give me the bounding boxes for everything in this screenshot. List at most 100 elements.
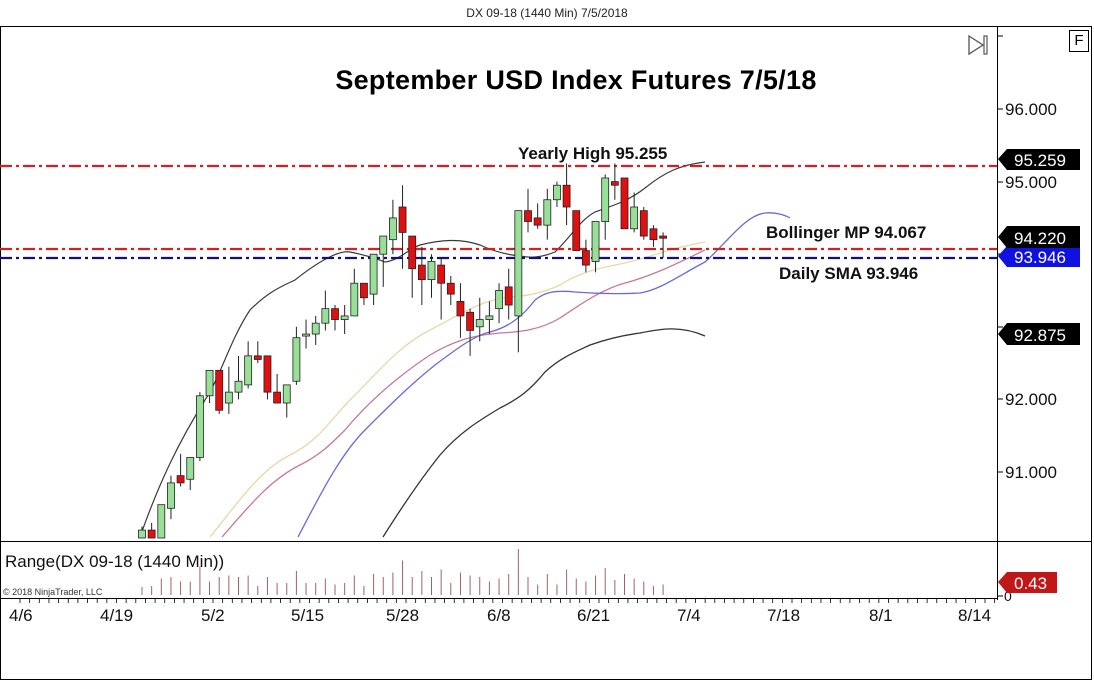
x-axis-minor-ticks [19, 599, 996, 603]
candle [398, 206, 407, 233]
x-tick-label: 5/2 [201, 606, 225, 625]
price-tag-range: 0.43 [998, 572, 1057, 593]
candle [253, 355, 262, 360]
ma-yellow-line [209, 241, 706, 538]
candle [244, 355, 253, 386]
candle [292, 337, 301, 382]
candle [321, 308, 330, 324]
chart-title: September USD Index Futures 7/5/18 [335, 65, 816, 95]
x-tick-label: 8/1 [869, 606, 893, 625]
indicator-label: Range(DX 09-18 (1440 Min)) [5, 552, 224, 571]
bollinger-upper-line [139, 161, 706, 538]
candle [582, 250, 590, 266]
candle [514, 210, 523, 317]
candle [157, 504, 166, 539]
candlesticks [138, 163, 667, 539]
candle [456, 300, 465, 317]
candle [562, 184, 571, 208]
x-tick-label: 5/28 [386, 606, 419, 625]
candle [369, 253, 378, 295]
candle [340, 315, 349, 320]
candle [224, 391, 233, 404]
candle [591, 221, 600, 262]
candle [553, 184, 561, 201]
ma-black-line [382, 328, 706, 538]
x-tick-label: 7/18 [767, 606, 800, 625]
candle [485, 315, 494, 320]
price-tag-sma: 93.946 [998, 246, 1080, 267]
candle [311, 322, 320, 335]
candle [620, 177, 629, 230]
candle [446, 282, 455, 295]
candle [572, 210, 581, 251]
candle [234, 380, 243, 393]
candle [388, 217, 397, 241]
x-tick-label: 4/6 [9, 606, 33, 625]
y-tick-label: 91.000 [1005, 463, 1057, 482]
candle [273, 391, 282, 404]
candle [215, 369, 224, 411]
candle [167, 482, 175, 509]
candle [610, 181, 619, 186]
daily-sma-annotation: Daily SMA 93.946 [779, 264, 918, 283]
window-title: DX 09-18 (1440 Min) 7/5/2018 [466, 6, 628, 20]
candle [195, 395, 204, 458]
candle [205, 369, 214, 397]
candle [186, 457, 195, 480]
candle [408, 235, 417, 270]
candle [263, 355, 272, 393]
yearly-high-annotation: Yearly High 95.255 [518, 144, 667, 163]
x-tick-label: 5/15 [291, 606, 324, 625]
candle [350, 282, 359, 317]
f-button[interactable]: F [1069, 30, 1089, 52]
candle [437, 264, 446, 284]
scroll-to-end-button[interactable] [967, 34, 991, 56]
svg-text:95.259: 95.259 [1014, 151, 1066, 170]
candle [649, 228, 658, 241]
x-tick-label: 8/14 [958, 606, 991, 625]
ma-blue-line [297, 212, 791, 538]
candle [282, 384, 291, 404]
candle [630, 206, 639, 230]
candle [138, 529, 146, 539]
candle [360, 282, 368, 299]
range-bars [141, 549, 664, 595]
candle [659, 235, 667, 239]
candle [466, 311, 475, 331]
price-tag-yearly-high: 95.259 [998, 149, 1080, 170]
horizontal-lines [0, 164, 997, 260]
y-tick-label: 96.000 [1005, 100, 1057, 119]
x-tick-label: 4/19 [100, 606, 133, 625]
y-axis: 96.000 95.000 92.000 91.000 [997, 35, 1057, 482]
svg-text:0.43: 0.43 [1014, 574, 1047, 593]
x-axis: 4/6 4/19 5/2 5/15 5/28 6/8 6/21 7/4 7/18… [9, 606, 991, 625]
candle [639, 210, 648, 237]
ma-pink-line [221, 249, 706, 538]
x-tick-label: 6/8 [487, 606, 511, 625]
skip-forward-icon [968, 34, 988, 56]
y-tick-label: 95.000 [1005, 173, 1057, 192]
chart-frame [0, 26, 1092, 680]
svg-text:92.875: 92.875 [1014, 326, 1066, 345]
x-tick-label: 7/4 [677, 606, 701, 625]
candle [524, 210, 532, 222]
candle [543, 199, 552, 226]
candle [331, 308, 339, 320]
candle [475, 319, 484, 328]
indicator-zero-tick: 0 [1004, 588, 1012, 604]
candle [176, 475, 185, 484]
moving-averages [139, 161, 791, 538]
price-tag-last: 94.220 [998, 226, 1080, 248]
candle [504, 286, 513, 306]
bollinger-annotation: Bollinger MP 94.067 [766, 223, 926, 242]
candle [601, 177, 610, 222]
candle [379, 235, 388, 255]
copyright-text: © 2018 NinjaTrader, LLC [3, 587, 103, 597]
candle [495, 290, 503, 310]
candle [302, 333, 310, 337]
candle [427, 261, 436, 281]
candle [417, 264, 426, 281]
x-tick-label: 6/21 [577, 606, 610, 625]
svg-text:94.220: 94.220 [1014, 229, 1066, 248]
